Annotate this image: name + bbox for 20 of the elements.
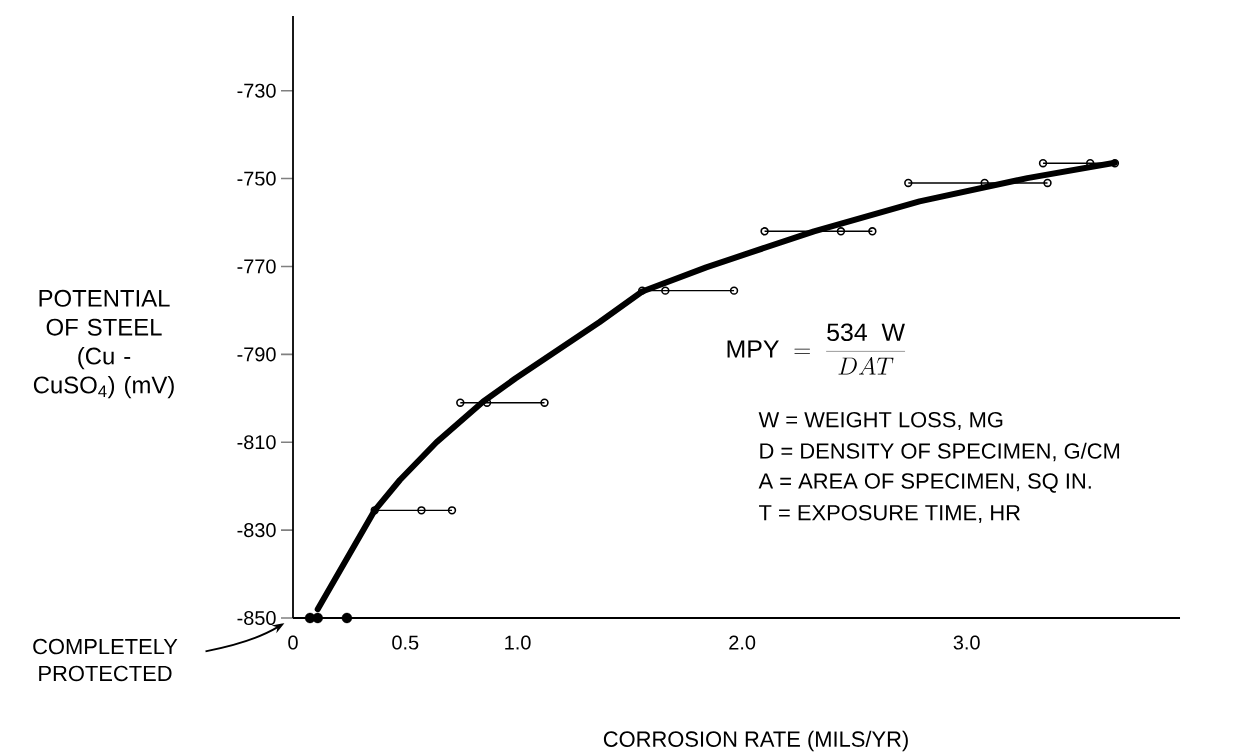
x-tick-label: 1.0 (505, 635, 531, 650)
y-axis-title: POTENTIAL OF STEEL (Cu - CuSO$_{4}$) (mV) (33, 289, 174, 399)
x-axis-title: CORROSION RATE (MILS/YR) (603, 730, 908, 752)
x-tick-label: 3.0 (953, 635, 980, 650)
y-tick-label: -810 (237, 435, 276, 450)
annotation: A = AREA OF SPECIMEN, SQ IN. (758, 473, 1091, 493)
y-tick-label: -850 (237, 610, 276, 626)
x-tick-label: 0 (288, 635, 298, 650)
annotation: D = DENSITY OF SPECIMEN, G/CM (760, 442, 1120, 462)
text: COMPLETELY PROTECTED (33, 638, 178, 682)
x-tick-label: 2.0 (729, 635, 756, 650)
y-tick-label: -790 (237, 347, 276, 362)
annotation: W = WEIGHT LOSS, MG (758, 411, 1003, 431)
annotation: T = EXPOSURE TIME, HR (759, 504, 1020, 524)
y-tick-label: -830 (237, 523, 276, 538)
y-tick-label: -730 (237, 83, 276, 98)
x-tick-label: 0.5 (392, 635, 419, 650)
y-tick-label: -750 (237, 171, 276, 186)
y-tick-label: -770 (237, 259, 276, 274)
annotation: $\mathrm{MPY}\ =\ \frac{\mathrm{534\ \ W}}{DAT}$ (727, 323, 906, 375)
